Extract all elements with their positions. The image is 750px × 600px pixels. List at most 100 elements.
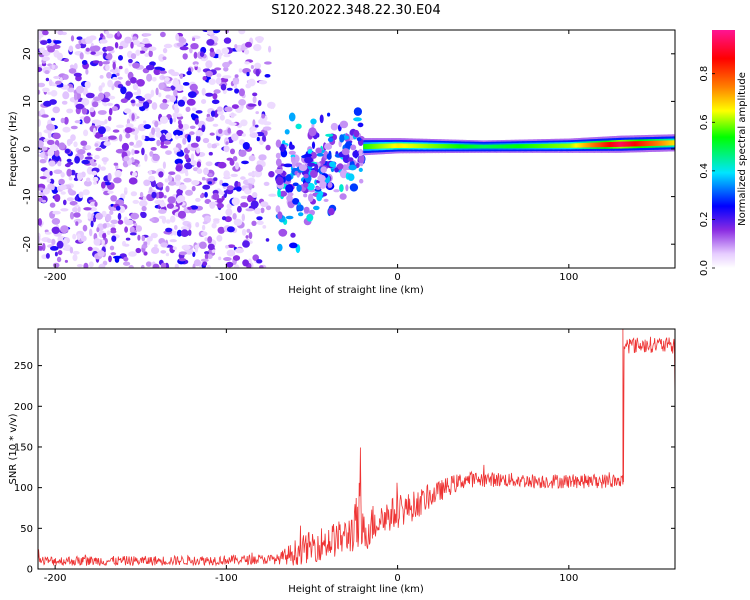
heatmap-blob xyxy=(259,265,264,268)
heatmap-blob xyxy=(174,225,178,230)
heatmap-blob xyxy=(174,263,179,268)
heatmap-blob xyxy=(90,220,94,228)
heatmap-band-cell xyxy=(368,143,370,149)
heatmap-blob xyxy=(248,172,254,177)
heatmap-band-cell xyxy=(575,143,577,148)
heatmap-blob xyxy=(74,204,80,208)
heatmap-blob xyxy=(102,233,107,239)
heatmap-blob xyxy=(112,76,118,81)
heatmap-blob xyxy=(79,52,84,60)
heatmap-band-cell xyxy=(509,144,511,149)
heatmap-blob xyxy=(163,87,172,92)
heatmap-blob xyxy=(217,106,223,112)
heatmap-blob xyxy=(63,58,69,62)
heatmap-blob xyxy=(310,169,318,178)
heatmap-blob xyxy=(155,131,162,138)
heatmap-blob xyxy=(209,132,215,136)
heatmap-blob xyxy=(191,180,200,186)
heatmap-band-cell xyxy=(413,143,416,148)
heatmap-blob xyxy=(256,216,263,221)
heatmap-blob xyxy=(120,86,127,95)
heatmap-blob xyxy=(97,164,101,170)
spectrogram-y-label: Frequency (Hz) xyxy=(8,111,19,187)
heatmap-band-cell xyxy=(531,144,534,149)
heatmap-blob xyxy=(148,50,153,58)
heatmap-blob xyxy=(83,207,92,211)
heatmap-band-cell xyxy=(590,142,592,148)
x-tick-label: -100 xyxy=(215,272,238,283)
heatmap-band-cell xyxy=(579,143,581,148)
heatmap-band-cell xyxy=(387,143,389,149)
heatmap-band-cell xyxy=(594,142,596,148)
heatmap-band-cell xyxy=(401,143,403,148)
heatmap-blob xyxy=(211,99,220,105)
heatmap-blob xyxy=(97,250,105,257)
heatmap-blob xyxy=(160,242,168,248)
heatmap-blob xyxy=(204,237,208,242)
heatmap-blob xyxy=(60,191,66,195)
heatmap-blob xyxy=(212,93,218,100)
heatmap-blob xyxy=(247,103,257,107)
heatmap-band-cell xyxy=(526,144,529,149)
heatmap-blob xyxy=(235,186,242,192)
heatmap-band-cell xyxy=(549,143,551,148)
heatmap-blob xyxy=(235,162,239,170)
heatmap-blob xyxy=(339,193,347,200)
heatmap-band-cell xyxy=(580,143,582,148)
heatmap-blob xyxy=(230,112,235,119)
heatmap-blob xyxy=(256,220,264,225)
heatmap-blob xyxy=(113,255,122,259)
heatmap-blob xyxy=(287,192,294,197)
heatmap-blob xyxy=(242,142,250,150)
heatmap-blob xyxy=(231,104,239,109)
heatmap-blob xyxy=(209,47,215,53)
heatmap-blob xyxy=(52,106,60,114)
heatmap-band-cell xyxy=(490,144,493,149)
heatmap-band-cell xyxy=(366,144,368,150)
heatmap-blob xyxy=(207,243,215,250)
heatmap-blob xyxy=(169,239,177,243)
heatmap-band-cell xyxy=(599,142,602,148)
heatmap-band-cell xyxy=(398,143,400,148)
heatmap-band-cell xyxy=(376,143,379,149)
snr-y-ticks: 0 50 100 150 200 250 xyxy=(14,361,675,576)
heatmap-blob xyxy=(195,222,200,228)
heatmap-band-cell xyxy=(659,140,661,146)
spectrogram-x-ticks: -200 -100 0 100 xyxy=(44,30,578,283)
heatmap-band-cell xyxy=(564,143,567,148)
heatmap-blob xyxy=(128,177,138,185)
heatmap-blob xyxy=(324,143,333,150)
heatmap-blob xyxy=(202,261,208,266)
heatmap-blob xyxy=(326,153,332,160)
snr-frame xyxy=(37,328,676,570)
heatmap-blob xyxy=(75,103,85,110)
heatmap-band-cell xyxy=(513,144,515,149)
heatmap-blob xyxy=(247,177,256,184)
heatmap-band-cell xyxy=(541,143,543,148)
heatmap-blob xyxy=(124,36,132,44)
heatmap-blob xyxy=(91,170,98,176)
heatmap-blob xyxy=(257,100,262,107)
heatmap-blob xyxy=(252,96,257,104)
heatmap-band-cell xyxy=(547,143,549,148)
heatmap-blob xyxy=(220,83,227,91)
heatmap-blob xyxy=(323,198,329,202)
heatmap-blob xyxy=(101,239,105,245)
heatmap-blob xyxy=(81,107,88,115)
heatmap-blob xyxy=(74,196,79,201)
heatmap-band-cell xyxy=(462,144,464,149)
heatmap-band-cell xyxy=(522,144,524,149)
heatmap-blob xyxy=(195,130,204,137)
heatmap-blob xyxy=(170,215,176,223)
heatmap-blob xyxy=(136,79,145,87)
heatmap-blob xyxy=(303,173,309,179)
heatmap-blob xyxy=(317,174,326,182)
heatmap-blob xyxy=(230,148,235,155)
heatmap-blob xyxy=(358,167,363,172)
heatmap-blob xyxy=(314,163,319,172)
heatmap-blob xyxy=(58,142,66,150)
heatmap-blob xyxy=(205,60,213,69)
heatmap-blob xyxy=(52,262,60,268)
heatmap-blob xyxy=(238,149,247,157)
heatmap-blob xyxy=(265,144,271,151)
